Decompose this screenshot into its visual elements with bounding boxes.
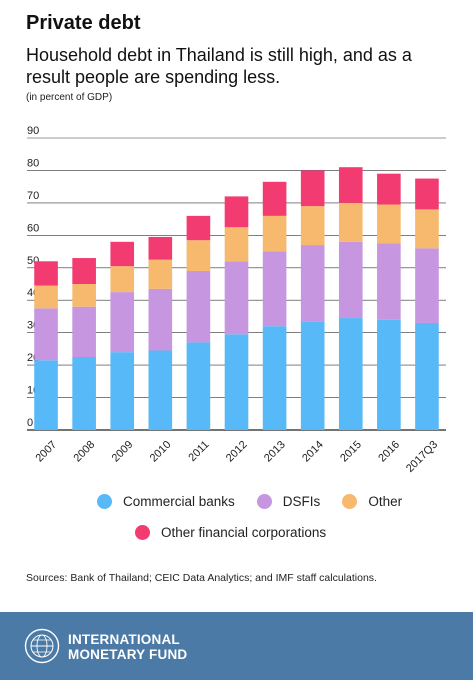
y-tick-label: 60 bbox=[27, 222, 39, 234]
bar-segment bbox=[300, 321, 325, 430]
legend-label: DSFIs bbox=[282, 494, 321, 509]
legend-item: DSFIs bbox=[256, 494, 321, 509]
legend-label: Other financial corporations bbox=[161, 525, 327, 540]
x-tick-label: 2017Q3 bbox=[404, 439, 440, 475]
bar-segment bbox=[415, 248, 439, 323]
bar-segment bbox=[377, 243, 401, 320]
units-label: (in percent of GDP) bbox=[26, 92, 113, 103]
y-tick-label: 0 bbox=[27, 417, 33, 429]
bar-segment bbox=[377, 173, 401, 205]
y-tick-label: 70 bbox=[27, 190, 39, 202]
legend-label: Other bbox=[368, 494, 403, 509]
bar-segment bbox=[262, 251, 287, 327]
bar-segment bbox=[72, 306, 96, 357]
x-tick-label: 2012 bbox=[224, 439, 250, 465]
bar-segment bbox=[148, 350, 173, 430]
bar-segment bbox=[224, 196, 249, 228]
legend-swatch bbox=[342, 494, 358, 509]
legend-item: Other bbox=[342, 494, 402, 509]
bar-segment bbox=[377, 204, 401, 244]
bar-segment bbox=[377, 319, 401, 430]
legend-label: Commercial banks bbox=[123, 494, 235, 509]
x-tick-label: 2008 bbox=[72, 439, 98, 465]
legend-swatch bbox=[135, 525, 150, 540]
legend-swatch bbox=[256, 494, 272, 509]
bar-segment bbox=[300, 206, 325, 246]
bar-segment bbox=[34, 285, 58, 309]
bar-segment bbox=[300, 170, 325, 207]
bar-segment bbox=[148, 236, 173, 260]
bar-segment bbox=[186, 342, 211, 430]
bar-segment bbox=[186, 240, 211, 272]
bar-segment bbox=[338, 167, 363, 203]
y-tick-label: 80 bbox=[27, 157, 39, 169]
bar-segment bbox=[338, 202, 363, 242]
bar-segment bbox=[72, 258, 96, 284]
bar-segment bbox=[148, 288, 173, 351]
bar-segment bbox=[262, 326, 287, 430]
x-tick-label: 2011 bbox=[186, 439, 211, 464]
bar-segment bbox=[415, 178, 439, 210]
x-tick-label: 2015 bbox=[338, 439, 364, 465]
bar-segment bbox=[415, 322, 439, 430]
page-title: Private debt bbox=[26, 12, 141, 34]
footer-bar: INTERNATIONAL MONETARY FUND bbox=[0, 612, 473, 680]
bar-segment bbox=[338, 241, 363, 319]
x-tick-labels: 2007 2008 2009 2010 2011 2012 2013 2014 2015 2016… bbox=[33, 439, 440, 475]
x-tick-label: 2007 bbox=[33, 439, 59, 465]
x-tick-label: 2009 bbox=[110, 439, 136, 465]
bar-segment bbox=[34, 360, 58, 430]
bar-segment bbox=[186, 215, 211, 241]
imf-wordmark: INTERNATIONAL MONETARY FUND bbox=[68, 632, 187, 662]
org-line-2: MONETARY FUND bbox=[68, 647, 188, 662]
bar-segment bbox=[300, 245, 325, 322]
legend-swatch bbox=[97, 494, 112, 509]
imf-seal-icon bbox=[24, 628, 60, 664]
bar-segment bbox=[110, 266, 135, 293]
x-tick-label: 2016 bbox=[376, 439, 402, 465]
bar-segment bbox=[224, 261, 249, 335]
legend-item: Commercial banks bbox=[97, 494, 235, 509]
sources-note: Sources: Bank of Thailand; CEIC Data Ana… bbox=[26, 572, 377, 584]
bar-segment bbox=[224, 227, 249, 262]
org-line-1: INTERNATIONAL bbox=[68, 632, 180, 647]
bar-segment bbox=[262, 215, 287, 252]
bar-segment bbox=[148, 259, 173, 289]
legend-item: Other financial corporations bbox=[135, 525, 326, 540]
bar-segment bbox=[72, 357, 96, 430]
bar-segment bbox=[186, 271, 211, 343]
bar-segment bbox=[72, 284, 96, 307]
bar-segment bbox=[224, 334, 249, 430]
bar-segment bbox=[110, 352, 135, 430]
bar-segment bbox=[34, 308, 58, 361]
x-tick-label: 2010 bbox=[148, 439, 174, 465]
page-subtitle: Household debt in Thailand is still high… bbox=[26, 45, 412, 87]
bars bbox=[34, 167, 439, 430]
bar-segment bbox=[110, 241, 135, 267]
bar-segment bbox=[262, 181, 287, 216]
bar-segment bbox=[338, 318, 363, 430]
y-tick-label: 90 bbox=[27, 125, 39, 137]
x-tick-label: 2014 bbox=[300, 439, 326, 465]
bar-segment bbox=[34, 261, 58, 286]
bar-segment bbox=[110, 292, 135, 353]
bar-segment bbox=[415, 209, 439, 249]
legend-row-2: Other financial corporations bbox=[135, 525, 326, 540]
x-tick-label: 2013 bbox=[262, 439, 288, 465]
legend-row-1: Commercial banks DSFIs Other bbox=[97, 494, 402, 509]
